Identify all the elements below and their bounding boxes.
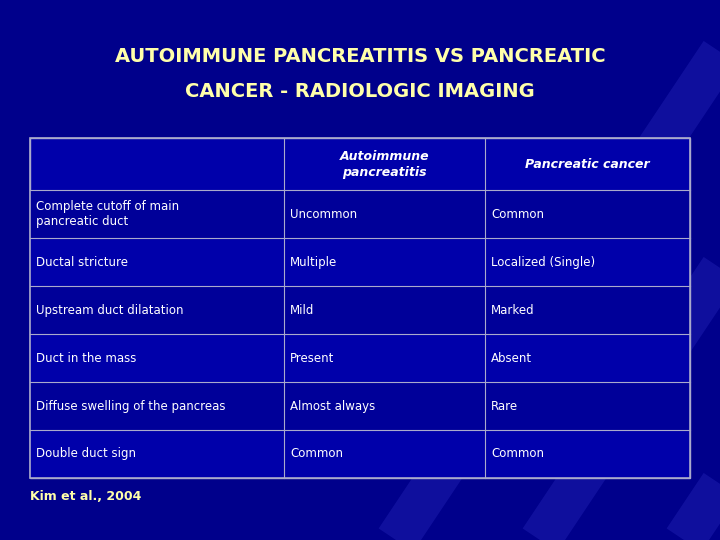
- Text: AUTOIMMUNE PANCREATITIS VS PANCREATIC: AUTOIMMUNE PANCREATITIS VS PANCREATIC: [114, 47, 606, 66]
- Text: Localized (Single): Localized (Single): [491, 256, 595, 269]
- FancyBboxPatch shape: [30, 238, 690, 286]
- Text: Multiple: Multiple: [290, 256, 337, 269]
- Text: Common: Common: [491, 208, 544, 221]
- Text: Present: Present: [290, 352, 334, 365]
- Text: Kim et al., 2004: Kim et al., 2004: [30, 490, 142, 503]
- FancyBboxPatch shape: [30, 138, 690, 478]
- Text: Absent: Absent: [491, 352, 532, 365]
- Text: Double duct sign: Double duct sign: [36, 448, 136, 461]
- FancyBboxPatch shape: [30, 191, 690, 238]
- Text: Rare: Rare: [491, 400, 518, 413]
- Text: Pancreatic cancer: Pancreatic cancer: [525, 158, 650, 171]
- Text: Mild: Mild: [290, 303, 315, 316]
- Text: CANCER - RADIOLOGIC IMAGING: CANCER - RADIOLOGIC IMAGING: [185, 82, 535, 102]
- Text: Upstream duct dilatation: Upstream duct dilatation: [36, 303, 184, 316]
- Text: Common: Common: [290, 448, 343, 461]
- Text: Ductal stricture: Ductal stricture: [36, 256, 128, 269]
- FancyBboxPatch shape: [30, 430, 690, 478]
- Text: Diffuse swelling of the pancreas: Diffuse swelling of the pancreas: [36, 400, 225, 413]
- Text: Autoimmune
pancreatitis: Autoimmune pancreatitis: [340, 150, 430, 179]
- Text: Marked: Marked: [491, 303, 535, 316]
- FancyBboxPatch shape: [30, 334, 690, 382]
- Text: Almost always: Almost always: [290, 400, 375, 413]
- Text: Duct in the mass: Duct in the mass: [36, 352, 136, 365]
- Text: Common: Common: [491, 448, 544, 461]
- Text: Uncommon: Uncommon: [290, 208, 357, 221]
- FancyBboxPatch shape: [30, 286, 690, 334]
- Text: Complete cutoff of main
pancreatic duct: Complete cutoff of main pancreatic duct: [36, 200, 179, 228]
- FancyBboxPatch shape: [30, 382, 690, 430]
